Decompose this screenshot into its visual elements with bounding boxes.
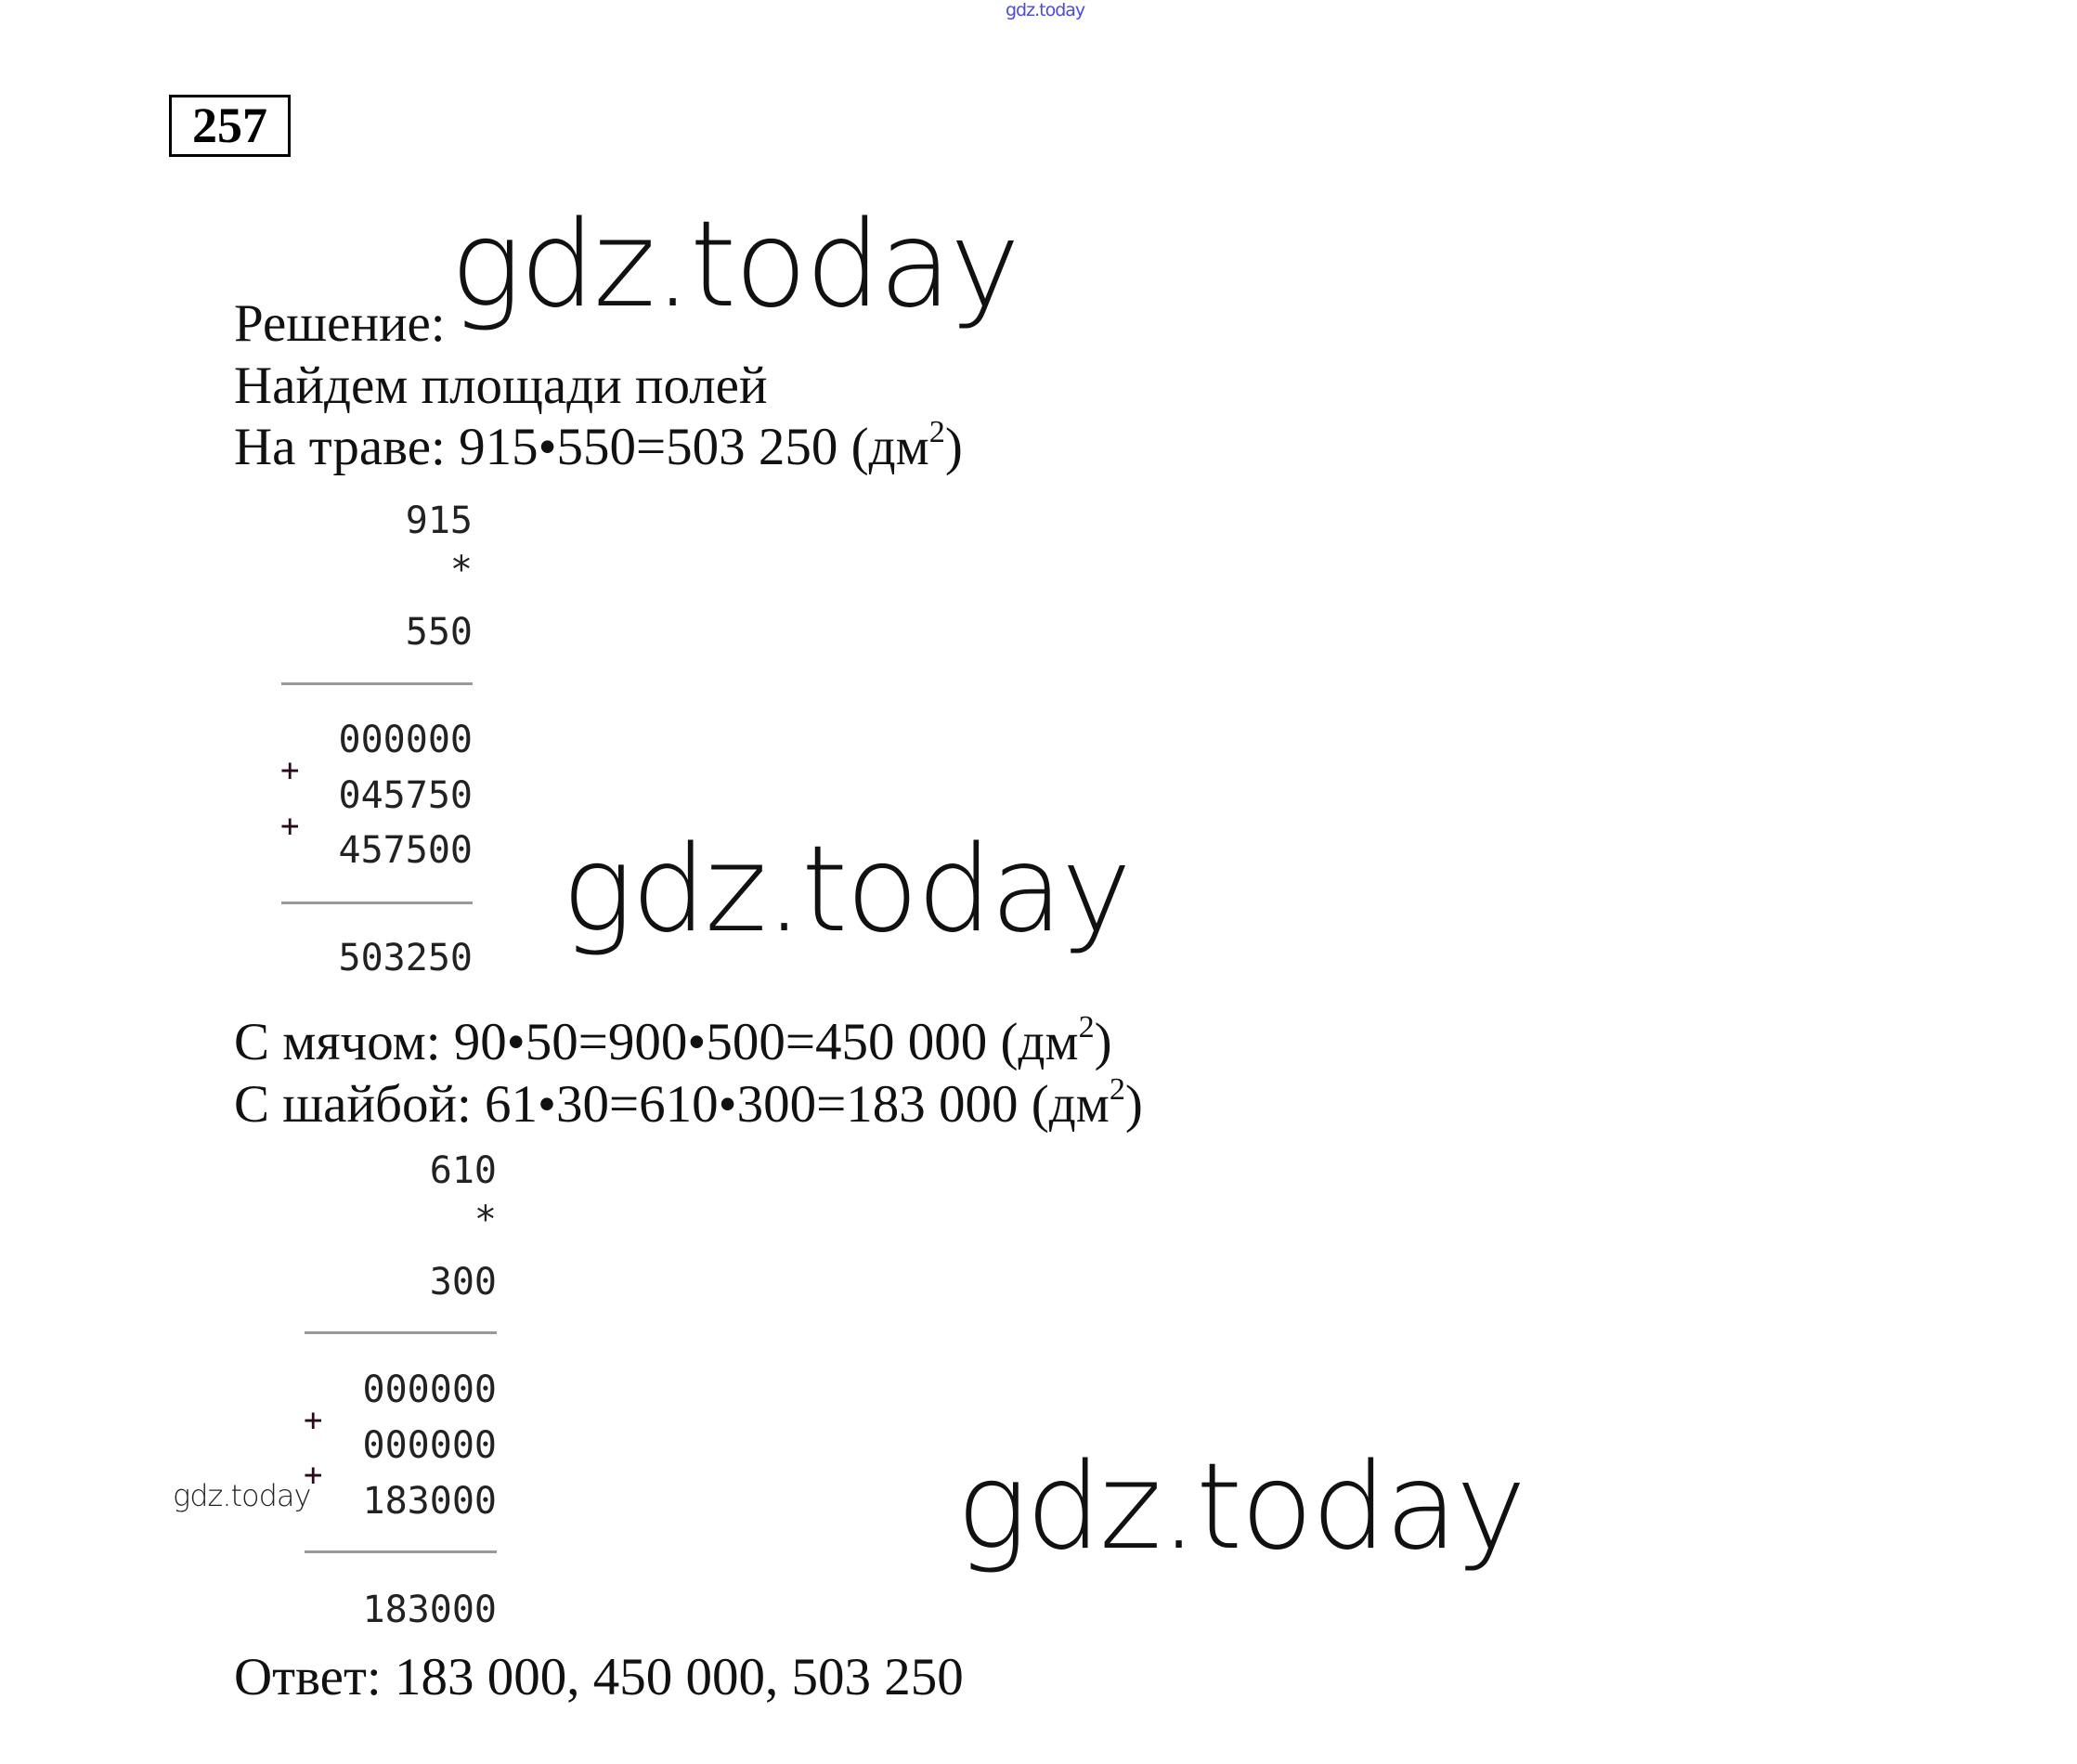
watermark-logo-3: gdz.today <box>956 1438 1526 1576</box>
product: 503250 <box>338 937 474 979</box>
divider-line <box>305 1331 497 1334</box>
solution-heading: Решение: <box>234 294 446 353</box>
find-areas-line: Найдем площади полей <box>234 357 768 415</box>
partial-product-3: 457500 <box>338 829 474 872</box>
watermark-logo-1: gdz.today <box>450 196 1020 334</box>
answer-line: Ответ: 183 000, 450 000, 503 250 <box>234 1648 964 1706</box>
task-number: 257 <box>169 95 291 157</box>
top-watermark: gdz.today <box>1006 0 1085 20</box>
partial-product-1: 000000 <box>338 719 474 761</box>
close-paren: ) <box>1094 1013 1112 1071</box>
plus-sign: + <box>304 1457 323 1494</box>
exponent: 2 <box>1078 1010 1095 1045</box>
operator: * <box>449 549 473 591</box>
plus-sign: + <box>280 808 300 845</box>
multiplier: 550 <box>405 611 473 654</box>
partial-product-1: 000000 <box>362 1368 498 1411</box>
operator: * <box>474 1199 497 1241</box>
divider-line <box>281 682 473 685</box>
plus-sign: + <box>280 752 300 789</box>
grass-text: На траве: 915•550=503 250 (дм <box>234 418 929 476</box>
watermark-small: gdz.today <box>173 1478 311 1513</box>
puck-text: С шайбой: 61•30=610•300=183 000 (дм <box>234 1075 1110 1134</box>
divider-line <box>281 901 473 904</box>
watermark-logo-2: gdz.today <box>562 821 1132 959</box>
ball-line: С мячом: 90•50=900•500=450 000 (дм2) <box>234 1011 1112 1071</box>
partial-product-2: 045750 <box>338 774 474 817</box>
puck-line: С шайбой: 61•30=610•300=183 000 (дм2) <box>234 1073 1143 1134</box>
partial-product-3: 183000 <box>362 1480 498 1523</box>
product: 183000 <box>362 1589 498 1631</box>
grass-line: На траве: 915•550=503 250 (дм2) <box>234 416 963 476</box>
exponent: 2 <box>1109 1072 1125 1108</box>
close-paren: ) <box>944 418 963 476</box>
multiplier: 300 <box>429 1261 497 1304</box>
ball-text: С мячом: 90•50=900•500=450 000 (дм <box>234 1013 1079 1071</box>
plus-sign: + <box>304 1402 323 1439</box>
exponent: 2 <box>928 415 945 450</box>
close-paren: ) <box>1124 1075 1143 1134</box>
multiplicand: 610 <box>429 1149 497 1192</box>
multiplicand: 915 <box>405 499 473 542</box>
divider-line <box>305 1550 497 1553</box>
partial-product-2: 000000 <box>362 1424 498 1467</box>
